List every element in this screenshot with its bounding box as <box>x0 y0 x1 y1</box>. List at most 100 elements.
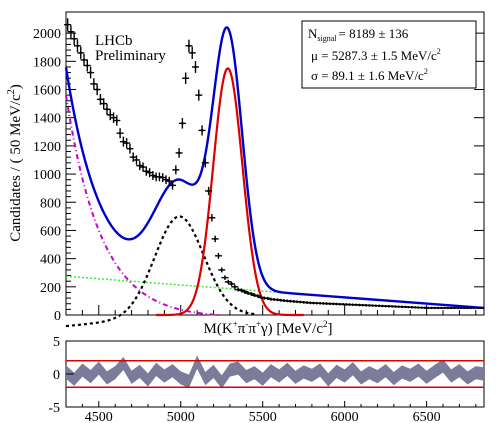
pull-band <box>66 355 484 389</box>
data-point-marker <box>181 122 184 125</box>
data-point-marker <box>92 82 96 86</box>
annotation-lhcb: LHCb <box>95 33 133 49</box>
stats-mu: μ = 5287.3 ± 1.5 MeV/c2 <box>311 47 441 63</box>
data-point-marker <box>233 285 237 289</box>
data-point <box>162 175 170 185</box>
data-point <box>182 72 190 85</box>
xlabel-sup1: + <box>233 319 238 329</box>
data-point <box>231 284 239 289</box>
pull-y-tick-label: -5 <box>48 401 60 416</box>
data-point-marker <box>256 294 259 298</box>
data-point <box>90 78 98 90</box>
data-point <box>83 59 91 72</box>
data-point-marker <box>220 268 223 272</box>
data-point <box>70 32 78 46</box>
pull-y-tick-label: 5 <box>53 335 60 350</box>
data-point-marker <box>243 290 246 293</box>
pull-x-axis-ticks: 4500 5000 5500 6000 6500 <box>65 401 477 423</box>
data-point-marker <box>151 174 155 177</box>
data-point-marker <box>79 51 82 55</box>
main-plot: 0 200 400 600 800 1000 1200 1400 1600 1800 2000 LH… <box>6 11 485 337</box>
pull-plot: 5 0 -5 4500 5000 5500 6000 6500 <box>48 335 485 423</box>
xlabel-mid2: π <box>248 321 256 337</box>
xlabel-mid3: γ) [MeV/c <box>260 321 323 337</box>
main-y-axis-label-main: Candidates / ( 50 MeV/c <box>8 94 24 242</box>
peaking-background-curve <box>65 94 219 316</box>
data-point-marker <box>95 88 99 91</box>
main-plot-frame <box>65 11 485 316</box>
xlabel-sup4: 2 <box>323 319 328 329</box>
data-point-marker <box>76 44 79 48</box>
main-y-tick-label: 1400 <box>33 112 61 127</box>
stats-mu-text: μ = 5287.3 ± 1.5 MeV/c <box>311 48 437 63</box>
data-point-marker <box>109 113 112 117</box>
data-point-marker <box>99 98 102 101</box>
data-point <box>191 61 199 73</box>
data-point-marker <box>69 30 73 33</box>
data-point-marker <box>227 280 230 284</box>
xlabel-mid1: π <box>238 321 246 337</box>
data-point <box>80 53 88 66</box>
main-y-axis-label-end: ) <box>8 84 24 89</box>
data-point-marker <box>223 276 227 279</box>
data-point-marker <box>230 282 233 286</box>
data-point-marker <box>132 155 135 159</box>
data-point-marker <box>197 93 200 97</box>
data-point <box>67 25 75 39</box>
data-point-marker <box>72 37 76 40</box>
stats-nsignal: Nsignal = 8189 ± 136 <box>308 26 409 43</box>
data-point <box>119 136 127 147</box>
data-point <box>73 39 81 52</box>
data-point-marker <box>184 77 187 80</box>
data-point-marker <box>177 151 181 155</box>
data-point <box>218 267 226 273</box>
data-point-marker <box>86 64 89 67</box>
main-y-axis-ticks: 0 200 400 600 800 1000 1200 1400 1600 1800 2000 <box>33 27 484 324</box>
data-point-marker <box>115 119 119 122</box>
data-point-marker <box>118 132 122 135</box>
data-point-marker <box>210 216 214 219</box>
data-point <box>132 155 140 165</box>
data-point <box>110 112 118 123</box>
data-point-marker <box>148 171 151 174</box>
data-point-marker <box>217 254 220 258</box>
data-point-marker <box>145 170 148 173</box>
main-fit-curves <box>64 26 485 328</box>
data-point <box>106 109 114 121</box>
data-point <box>103 103 111 115</box>
data-point <box>116 128 124 139</box>
data-point <box>198 125 206 136</box>
data-point <box>169 181 177 190</box>
data-point-marker <box>161 176 164 179</box>
stats-nsignal-label: N <box>308 26 318 41</box>
data-point-marker <box>207 189 210 193</box>
main-y-tick-label: 2000 <box>33 27 61 42</box>
data-point-marker <box>102 102 105 105</box>
stats-nsignal-sub: signal <box>317 34 337 43</box>
main-y-tick-label: 0 <box>54 309 61 324</box>
xlabel-sup3: + <box>256 319 261 329</box>
main-y-tick-label: 800 <box>40 196 61 211</box>
data-point-marker <box>89 71 92 74</box>
stats-box-frame <box>301 20 477 89</box>
data-point-marker <box>213 237 217 241</box>
data-point-marker <box>191 51 194 55</box>
data-point-marker <box>138 164 141 167</box>
data-point <box>100 98 108 110</box>
signal-curve <box>156 67 304 317</box>
stats-sigma-text: σ = 89.1 ± 1.6 MeV/c <box>311 68 424 83</box>
stats-nsignal-value: = 8189 ± 136 <box>339 26 409 41</box>
data-point <box>477 306 485 310</box>
data-point <box>211 235 219 243</box>
main-x-axis-ticks <box>65 305 477 315</box>
data-point <box>185 39 193 52</box>
data-point <box>113 115 121 126</box>
pull-x-tick-label: 6000 <box>331 410 359 423</box>
data-point-marker <box>187 44 191 48</box>
data-point-marker <box>128 147 132 150</box>
data-point <box>178 118 186 129</box>
data-point-marker <box>135 158 138 162</box>
xlabel-end: ] <box>328 321 333 337</box>
stats-sigma: σ = 89.1 ± 1.6 MeV/c2 <box>311 67 428 83</box>
